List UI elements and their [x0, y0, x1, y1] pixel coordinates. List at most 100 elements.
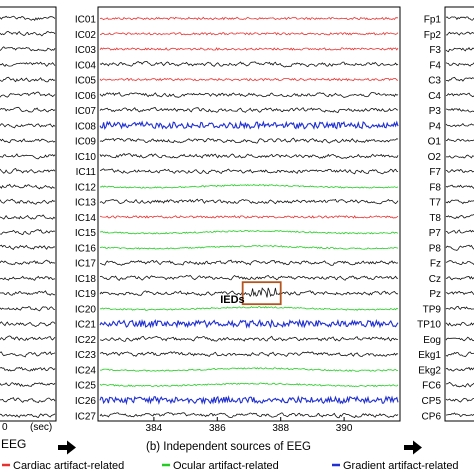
- ic-label: IC24: [75, 365, 97, 376]
- ic-trace-ic06: [99, 91, 399, 98]
- channel-label: P7: [429, 228, 442, 239]
- ic-label: IC14: [75, 213, 97, 224]
- left-panel-trace: [0, 229, 56, 236]
- channel-label: Fp1: [424, 15, 442, 26]
- ic-label: IC16: [75, 243, 97, 254]
- right-panel-trace: [445, 184, 474, 190]
- channel-label: Fp2: [424, 30, 442, 41]
- ic-trace-ic17: [99, 259, 399, 266]
- ic-trace-ic02: [99, 32, 399, 36]
- ic-label: IC06: [75, 91, 97, 102]
- left-panel-traces: [0, 15, 56, 418]
- left-panel-trace: [0, 382, 56, 387]
- ic-label: IC21: [75, 320, 97, 331]
- right-panel-trace: [445, 412, 474, 418]
- ic-trace-ic15: [99, 229, 399, 235]
- right-panel-trace: [445, 321, 474, 327]
- left-panel-trace: [0, 306, 56, 312]
- left-panel-trace: [0, 290, 56, 296]
- left-panel-trace: [0, 413, 56, 418]
- channel-label: Eog: [423, 335, 441, 346]
- left-panel-trace: [0, 106, 56, 113]
- ic-label: IC23: [75, 350, 97, 361]
- ic-trace-ic14: [99, 215, 399, 219]
- ic-trace-ic01: [99, 16, 399, 21]
- left-panel-trace: [0, 15, 56, 21]
- ic-trace-ic12: [99, 183, 399, 189]
- ic-trace-ic23: [99, 351, 399, 358]
- left-panel-caption: EEG: [1, 437, 26, 451]
- panel-b-caption: (b) Independent sources of EEG: [146, 441, 311, 453]
- left-panel-trace: [0, 275, 56, 281]
- channel-label: F7: [429, 167, 441, 178]
- ic-label: IC01: [75, 15, 97, 26]
- right-panel-trace: [445, 290, 474, 296]
- ic-trace-ic20: [99, 306, 399, 311]
- channel-label: P8: [429, 243, 442, 254]
- channel-label: TP9: [423, 304, 442, 315]
- ic-trace-ic27: [99, 411, 399, 419]
- channel-label: F8: [429, 182, 441, 193]
- arrow-to-ic-panel-icon: [58, 440, 76, 455]
- arrow-to-channel-panel-icon: [404, 440, 422, 455]
- ic-label: IC25: [75, 381, 97, 392]
- ic-trace-ic19: [99, 287, 398, 298]
- channel-label: T7: [429, 198, 441, 209]
- channel-label: Fz: [430, 259, 441, 270]
- ic-trace-ic11: [99, 168, 399, 175]
- channel-label: P4: [429, 121, 442, 132]
- ic-panel: IC01 IC02 IC03 IC04 IC05 IC06 IC07 IC08 IC09 IC10…: [75, 6, 401, 453]
- right-panel-trace: [445, 260, 474, 266]
- ic-label: IC10: [75, 152, 97, 163]
- left-panel-tick-label: 0: [2, 422, 8, 433]
- ic-label: IC09: [75, 137, 97, 148]
- ic-label: IC03: [75, 45, 97, 56]
- right-panel-trace: [445, 336, 474, 342]
- ieds-annotation-label: IEDs: [220, 294, 244, 306]
- ic-label: IC13: [75, 198, 97, 209]
- right-panel-trace: [445, 168, 474, 173]
- left-panel-trace: [0, 214, 56, 220]
- left-panel-trace: [0, 198, 56, 205]
- x-axis-ticks: 384 386 388 390: [146, 417, 353, 434]
- ic-trace-ic25: [99, 382, 399, 388]
- channel-label: TP10: [417, 320, 441, 331]
- ic-trace-ic04: [99, 60, 399, 68]
- ic-trace-ic07: [99, 107, 399, 114]
- channel-label: F4: [429, 60, 441, 71]
- right-panel-trace: [445, 305, 474, 310]
- left-panel-frame: [0, 6, 57, 422]
- channel-label: Pz: [429, 289, 441, 300]
- ic-trace-ic21: [99, 318, 399, 329]
- ic-traces: [99, 16, 399, 419]
- left-panel-trace: [0, 138, 56, 144]
- legend-label-ocular: Ocular artifact-related: [173, 460, 279, 472]
- left-panel-trace: [0, 153, 56, 160]
- ic-trace-ic08: [99, 120, 399, 130]
- right-panel-frame: [444, 6, 474, 422]
- ic-label: IC05: [75, 76, 97, 87]
- channel-label: Cz: [429, 274, 441, 285]
- right-panel-trace: [445, 229, 474, 234]
- right-panel-trace: [445, 107, 474, 113]
- channel-label: Ekg2: [418, 365, 441, 376]
- channel-label: CP6: [422, 411, 442, 422]
- ic-trace-ic09: [99, 137, 399, 144]
- channel-label: CP5: [422, 396, 442, 407]
- channel-label: Ekg1: [418, 350, 441, 361]
- left-panel-trace: [0, 366, 56, 372]
- x-tick-label: 386: [209, 423, 226, 434]
- ic-labels: IC01 IC02 IC03 IC04 IC05 IC06 IC07 IC08 IC09 IC10…: [75, 15, 97, 423]
- left-panel-trace: [0, 351, 56, 358]
- right-panel-trace: [445, 92, 474, 98]
- right-channel-panel: Fp1 Fp2 F3 F4 C3 C4 P3 P4 O1 O2 F7 F8 T7 T8 P7 P8 Fz Cz Pz…: [417, 6, 474, 422]
- right-panel-trace: [445, 214, 474, 219]
- left-panel-trace: [0, 397, 56, 404]
- left-panel-trace: [0, 61, 56, 67]
- left-panel-trace: [0, 167, 56, 174]
- left-panel-trace: [0, 30, 56, 37]
- ic-label: IC22: [75, 335, 97, 346]
- left-panel-trace: [0, 76, 56, 83]
- right-panel-trace: [445, 366, 474, 372]
- ic-trace-ic13: [99, 198, 399, 205]
